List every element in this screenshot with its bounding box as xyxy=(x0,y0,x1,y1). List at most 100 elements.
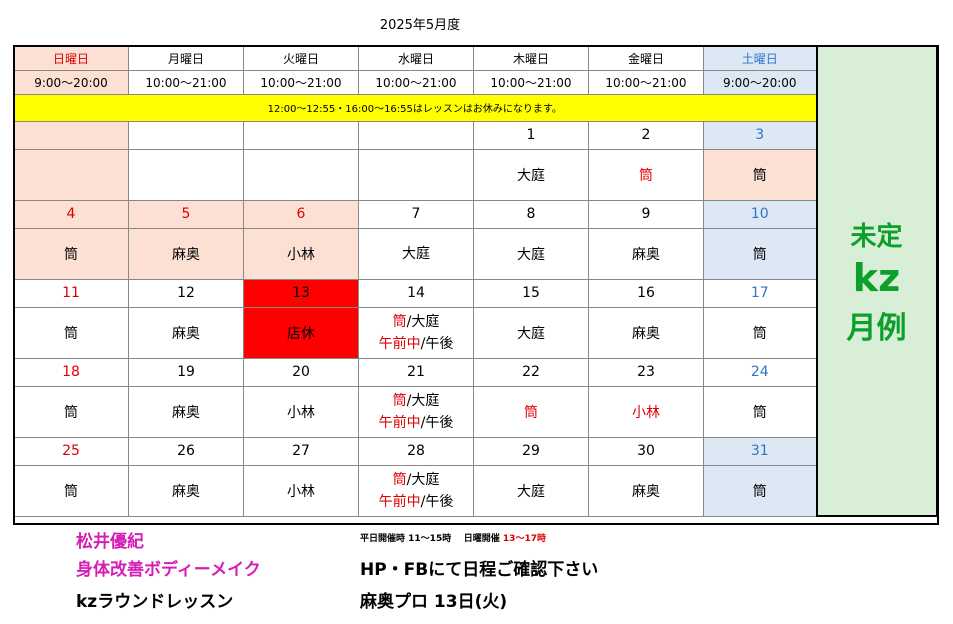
split-sep: / xyxy=(420,335,426,352)
split-afternoon-name: 大庭 xyxy=(411,313,440,330)
schedule-notice: HP・FBにて日程ご確認下さい xyxy=(360,560,599,580)
split-afternoon-label: 午後 xyxy=(425,335,454,352)
split-schedule-cell: 筒/大庭 午前中/午後 xyxy=(358,306,474,359)
date-cell: 15 xyxy=(473,278,589,308)
date-cell: 4 xyxy=(13,199,129,229)
side-line-2: kz xyxy=(852,255,901,300)
instructor-cell: 筒 xyxy=(588,148,704,201)
instructor-cell xyxy=(13,148,129,201)
instructor-cell: 麻奥 xyxy=(128,227,244,280)
date-cell: 5 xyxy=(128,199,244,229)
split-afternoon-label: 午後 xyxy=(425,493,454,510)
schedule-calendar: 日曜日 月曜日 火曜日 水曜日 木曜日 金曜日 土曜日 未定 kz 月例 9:00～20:00 10:… xyxy=(13,45,938,517)
instructor-cell: 麻奥 xyxy=(588,306,704,359)
split-sep: / xyxy=(406,471,412,488)
instructor-cell xyxy=(128,148,244,201)
date-cell: 28 xyxy=(358,436,474,466)
split-afternoon-label: 午後 xyxy=(425,414,454,431)
page-title: 2025年5月度 xyxy=(379,18,461,33)
split-schedule-cell: 筒/大庭 午前中/午後 xyxy=(358,385,474,438)
split-morning-name: 筒 xyxy=(392,313,407,330)
date-cell: 3 xyxy=(703,120,817,150)
day-hours: 10:00～21:00 xyxy=(243,69,359,95)
day-header: 月曜日 xyxy=(128,45,244,71)
instructor-cell xyxy=(243,148,359,201)
date-cell: 14 xyxy=(358,278,474,308)
date-cell: 25 xyxy=(13,436,129,466)
date-cell xyxy=(358,120,474,150)
instructor-cell: 筒 xyxy=(703,306,817,359)
side-panel: 未定 kz 月例 xyxy=(815,45,938,517)
instructor-cell: 大庭 xyxy=(473,148,589,201)
instructor-cell: 麻奥 xyxy=(128,464,244,517)
day-header: 土曜日 xyxy=(703,45,817,71)
date-cell: 21 xyxy=(358,357,474,387)
instructor-cell: 大庭 xyxy=(473,464,589,517)
split-morning-name: 筒 xyxy=(392,392,407,409)
date-cell xyxy=(13,120,129,150)
instructor-cell: 筒 xyxy=(703,227,817,280)
date-cell: 13 xyxy=(243,278,359,308)
pro-schedule: 麻奥プロ 13日(火) xyxy=(360,592,508,612)
date-cell: 7 xyxy=(358,199,474,229)
instructor-cell: 大庭 xyxy=(473,227,589,280)
hours-note: 平日開催時 11～15時 日曜開催 13～17時 xyxy=(360,531,546,544)
split-sep: / xyxy=(406,392,412,409)
day-header: 水曜日 xyxy=(358,45,474,71)
lesson-name: kzラウンドレッスン xyxy=(76,592,234,612)
instructor-cell xyxy=(358,148,474,201)
split-sep: / xyxy=(420,414,426,431)
date-cell: 6 xyxy=(243,199,359,229)
day-hours: 10:00～21:00 xyxy=(473,69,589,95)
split-afternoon-name: 大庭 xyxy=(411,471,440,488)
date-cell: 1 xyxy=(473,120,589,150)
date-cell: 27 xyxy=(243,436,359,466)
date-cell: 19 xyxy=(128,357,244,387)
lesson-break-notice: 12:00～12:55・16:00～16:55はレッスンはお休みになります。 xyxy=(13,93,817,122)
sunday-hours: 13～17時 xyxy=(502,534,546,544)
date-cell: 2 xyxy=(588,120,704,150)
split-sep: / xyxy=(420,493,426,510)
split-morning-label: 午前中 xyxy=(378,335,421,352)
instructor-cell: 麻奥 xyxy=(588,464,704,517)
date-cell: 22 xyxy=(473,357,589,387)
date-cell: 18 xyxy=(13,357,129,387)
day-hours: 9:00～20:00 xyxy=(13,69,129,95)
instructor-cell: 小林 xyxy=(243,464,359,517)
sunday-label: 日曜開催 xyxy=(463,534,500,544)
instructor-cell: 大庭 xyxy=(473,306,589,359)
instructor-cell: 筒 xyxy=(13,306,129,359)
instructor-cell: 筒 xyxy=(13,385,129,438)
date-cell: 16 xyxy=(588,278,704,308)
weekday-label: 平日開催時 xyxy=(360,534,406,544)
split-afternoon-name: 大庭 xyxy=(411,392,440,409)
date-cell xyxy=(128,120,244,150)
instructor-cell: 麻奥 xyxy=(128,385,244,438)
instructor-cell: 小林 xyxy=(588,385,704,438)
date-cell: 24 xyxy=(703,357,817,387)
day-hours: 10:00～21:00 xyxy=(588,69,704,95)
day-header: 日曜日 xyxy=(13,45,129,71)
instructor-cell: 筒 xyxy=(13,227,129,280)
split-schedule-cell: 筒/大庭 午前中/午後 xyxy=(358,464,474,517)
date-cell: 23 xyxy=(588,357,704,387)
date-cell: 30 xyxy=(588,436,704,466)
day-hours: 10:00～21:00 xyxy=(358,69,474,95)
instructor-cell: 筒 xyxy=(703,464,817,517)
side-line-3: 月例 xyxy=(846,310,907,346)
instructor-cell: 小林 xyxy=(243,385,359,438)
day-hours: 10:00～21:00 xyxy=(128,69,244,95)
day-header: 金曜日 xyxy=(588,45,704,71)
instructor-cell: 筒 xyxy=(473,385,589,438)
date-cell: 26 xyxy=(128,436,244,466)
split-sep: / xyxy=(406,313,412,330)
split-morning-name: 筒 xyxy=(392,471,407,488)
instructor-cell: 大庭 xyxy=(358,227,474,280)
instructor-cell: 小林 xyxy=(243,227,359,280)
date-cell xyxy=(243,120,359,150)
day-header: 火曜日 xyxy=(243,45,359,71)
weekday-hours: 11～15時 xyxy=(408,534,452,544)
date-cell: 12 xyxy=(128,278,244,308)
instructor-cell: 麻奥 xyxy=(128,306,244,359)
split-morning-label: 午前中 xyxy=(378,493,421,510)
